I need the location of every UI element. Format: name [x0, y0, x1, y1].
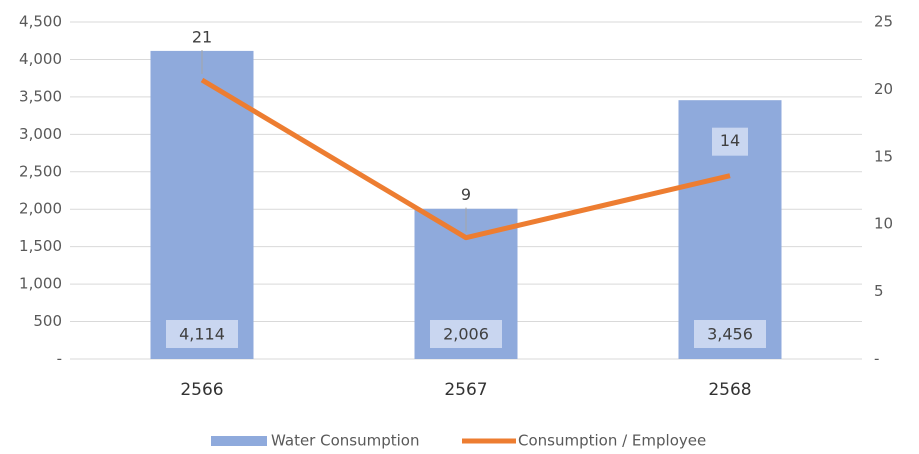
data-label-box	[712, 127, 748, 156]
y2-tick-label: 10	[874, 215, 893, 233]
y2-tick-label: 5	[874, 282, 884, 300]
bar	[150, 50, 254, 360]
data-label: 4,114	[179, 325, 225, 344]
data-label: 2,006	[443, 325, 489, 344]
y2-tick-label: 15	[874, 147, 893, 165]
legend-label: Water Consumption	[271, 432, 419, 450]
y-tick-label: 1,500	[19, 237, 62, 255]
y-tick-label: 3,500	[19, 87, 62, 105]
data-label-box	[166, 320, 238, 348]
y-tick-label: -	[57, 350, 62, 368]
legend-label: Consumption / Employee	[518, 432, 706, 450]
x-tick-label: 2567	[444, 380, 487, 400]
data-label: 3,456	[707, 325, 753, 344]
y2-tick-label: 20	[874, 80, 893, 98]
data-label-box	[694, 320, 766, 348]
line	[200, 77, 731, 241]
y-tick-label: 2,000	[19, 200, 62, 218]
data-label: 14	[720, 131, 740, 150]
y-tick-label: 4,000	[19, 50, 62, 68]
x-tick-label: 2566	[180, 380, 223, 400]
y-tick-label: 3,000	[19, 125, 62, 143]
data-label-box	[430, 320, 502, 348]
y-tick-label: 500	[33, 312, 62, 330]
data-label: 9	[461, 185, 471, 204]
y-tick-label: 1,000	[19, 275, 62, 293]
y2-tick-label: 25	[874, 13, 893, 31]
x-tick-label: 2568	[708, 380, 751, 400]
legend-swatch	[211, 436, 267, 446]
y-tick-label: 4,500	[19, 13, 62, 31]
data-label: 21	[192, 27, 212, 46]
y2-tick-label: -	[874, 350, 879, 368]
y-tick-label: 2,500	[19, 162, 62, 180]
